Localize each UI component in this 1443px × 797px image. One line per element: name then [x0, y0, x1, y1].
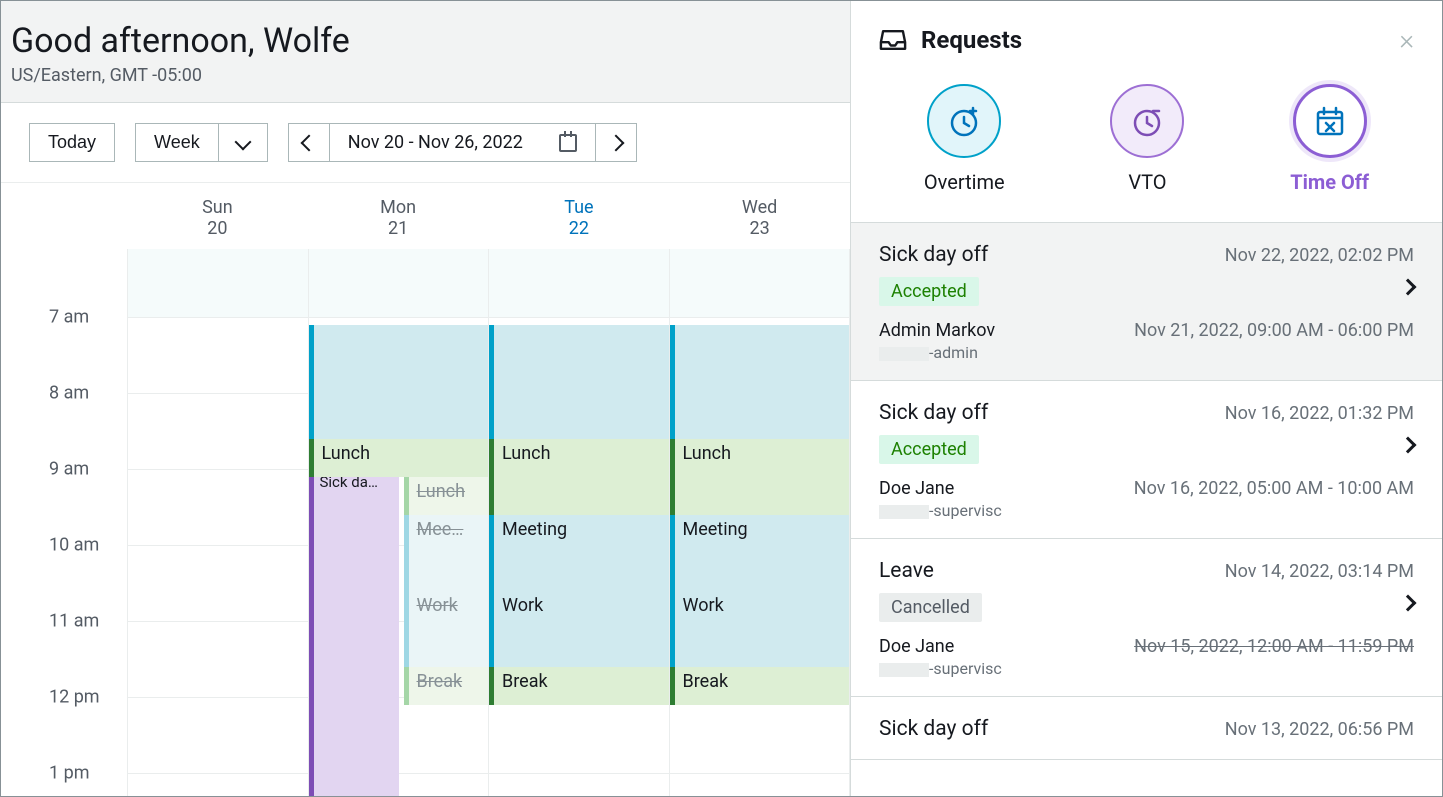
request-title: Sick day off: [879, 401, 988, 425]
calendar: Sun20Mon21Tue22Wed23 7 am 8 am 9 am 10 am 11…: [1, 182, 850, 796]
time-label: 10 am: [49, 535, 99, 556]
request-range: Nov 21, 2022, 09:00 AM - 06:00 PM: [1134, 320, 1414, 362]
calendar-event[interactable]: Work: [404, 591, 489, 667]
request-timestamp: Nov 16, 2022, 01:32 PM: [1225, 403, 1414, 424]
inbox-icon: [879, 29, 907, 51]
chevron-right-icon: [607, 134, 624, 151]
request-role: -supervisc: [879, 501, 1002, 520]
shift-block[interactable]: [309, 325, 489, 439]
vto-icon: [1110, 84, 1184, 158]
sick-block[interactable]: Sick da…: [309, 469, 399, 796]
calendar-event[interactable]: Break: [489, 667, 669, 705]
request-item[interactable]: Leave Nov 14, 2022, 03:14 PM Cancelled Doe …: [851, 539, 1442, 697]
time-label: 9 am: [49, 459, 89, 480]
chevron-right-icon: [1400, 595, 1417, 612]
status-badge: Accepted: [879, 277, 979, 306]
time-label: 12 pm: [49, 687, 100, 708]
timezone-text: US/Eastern, GMT -05:00: [11, 65, 840, 86]
day-column: [128, 249, 309, 796]
date-range-text: Nov 20 - Nov 26, 2022: [348, 132, 523, 153]
time-label: 8 am: [49, 383, 89, 404]
tab-overtime-label: Overtime: [924, 170, 1005, 194]
calendar-event[interactable]: Break: [670, 667, 850, 705]
header: Good afternoon, Wolfe US/Eastern, GMT -0…: [1, 1, 850, 103]
calendar-event[interactable]: Work: [670, 591, 850, 667]
calendar-header: Sun20Mon21Tue22Wed23: [1, 183, 850, 249]
chevron-left-icon: [300, 134, 317, 151]
tab-timeoff[interactable]: Time Off: [1290, 84, 1369, 194]
view-select[interactable]: Week: [135, 123, 268, 162]
request-item[interactable]: Sick day off Nov 16, 2022, 01:32 PM Accept…: [851, 381, 1442, 539]
tab-timeoff-label: Time Off: [1290, 170, 1369, 194]
request-title: Leave: [879, 559, 934, 583]
day-header: Tue22: [489, 183, 670, 249]
status-badge: Cancelled: [879, 593, 982, 622]
calendar-event[interactable]: Lunch: [309, 439, 489, 477]
time-label: 1 pm: [49, 763, 89, 784]
app-root: Good afternoon, Wolfe US/Eastern, GMT -0…: [0, 0, 1443, 797]
day-column: LunchMeetingWorkBreak: [489, 249, 670, 796]
day-header: Wed23: [669, 183, 850, 249]
main-area: Good afternoon, Wolfe US/Eastern, GMT -0…: [1, 1, 850, 796]
calendar-icon: [559, 134, 577, 152]
calendar-body: 7 am 8 am 9 am 10 am 11 am 12 pm 1 pm Sick da……: [1, 249, 850, 796]
chevron-right-icon: [1400, 437, 1417, 454]
requests-panel: Requests × Overtime VTO Time Off: [850, 1, 1442, 796]
time-axis: 7 am 8 am 9 am 10 am 11 am 12 pm 1 pm: [1, 249, 127, 796]
timeoff-icon: [1293, 84, 1367, 158]
panel-title: Requests: [921, 26, 1385, 54]
day-column: LunchMeetingWorkBreak: [670, 249, 851, 796]
request-role: -admin: [879, 343, 995, 362]
view-label[interactable]: Week: [135, 123, 218, 162]
close-button[interactable]: ×: [1399, 23, 1414, 56]
shift-block[interactable]: [670, 325, 850, 439]
request-timestamp: Nov 14, 2022, 03:14 PM: [1225, 561, 1414, 582]
next-button[interactable]: [595, 123, 637, 162]
overtime-icon: [927, 84, 1001, 158]
tab-vto-label: VTO: [1128, 170, 1166, 194]
status-badge: Accepted: [879, 435, 979, 464]
calendar-event[interactable]: Meeting: [489, 515, 669, 591]
request-item[interactable]: Sick day off Nov 22, 2022, 02:02 PM Accept…: [851, 223, 1442, 381]
calendar-event[interactable]: Lunch: [670, 439, 850, 515]
request-timestamp: Nov 13, 2022, 06:56 PM: [1225, 719, 1414, 740]
time-label: 7 am: [49, 307, 89, 328]
request-person: Admin Markov: [879, 320, 995, 341]
time-label: 11 am: [49, 611, 99, 632]
calendar-event[interactable]: Meeting: [670, 515, 850, 591]
tab-overtime[interactable]: Overtime: [924, 84, 1005, 194]
date-range-nav: Nov 20 - Nov 26, 2022: [288, 123, 637, 162]
request-item[interactable]: Sick day off Nov 13, 2022, 06:56 PM: [851, 697, 1442, 760]
today-button[interactable]: Today: [29, 123, 115, 162]
greeting-text: Good afternoon, Wolfe: [11, 21, 840, 61]
chevron-right-icon: [1400, 279, 1417, 296]
request-list: Sick day off Nov 22, 2022, 02:02 PM Accept…: [851, 222, 1442, 796]
request-person: Doe Jane: [879, 636, 1002, 657]
calendar-event[interactable]: Lunch: [404, 477, 489, 515]
day-header: Sun20: [127, 183, 308, 249]
chevron-down-icon: [234, 134, 251, 151]
date-range-display[interactable]: Nov 20 - Nov 26, 2022: [330, 123, 595, 162]
request-role: -supervisc: [879, 659, 1002, 678]
prev-button[interactable]: [288, 123, 330, 162]
panel-header: Requests ×: [851, 1, 1442, 74]
request-range: Nov 16, 2022, 05:00 AM - 10:00 AM: [1134, 478, 1414, 520]
calendar-event[interactable]: Work: [489, 591, 669, 667]
request-title: Sick day off: [879, 243, 988, 267]
toolbar: Today Week Nov 20 - Nov 26, 2022: [1, 103, 850, 182]
request-person: Doe Jane: [879, 478, 1002, 499]
tab-vto[interactable]: VTO: [1110, 84, 1184, 194]
shift-block[interactable]: [489, 325, 669, 439]
day-header: Mon21: [308, 183, 489, 249]
request-range: Nov 15, 2022, 12:00 AM - 11:59 PM: [1134, 636, 1414, 678]
request-timestamp: Nov 22, 2022, 02:02 PM: [1225, 245, 1414, 266]
calendar-grid[interactable]: Sick da…LunchLunchMee…WorkBreakLunchMeet…: [127, 249, 850, 796]
request-type-tabs: Overtime VTO Time Off: [851, 74, 1442, 222]
calendar-event[interactable]: Lunch: [489, 439, 669, 515]
calendar-event[interactable]: Break: [404, 667, 489, 705]
calendar-event[interactable]: Mee…: [404, 515, 489, 591]
day-column: Sick da…LunchLunchMee…WorkBreak: [309, 249, 490, 796]
request-title: Sick day off: [879, 717, 988, 741]
view-dropdown-toggle[interactable]: [218, 123, 268, 162]
